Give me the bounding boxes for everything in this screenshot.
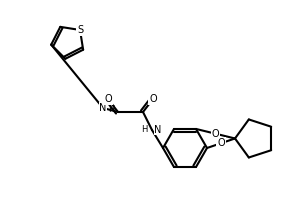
Text: N: N — [99, 103, 107, 113]
Text: H: H — [108, 104, 114, 114]
Text: S: S — [77, 25, 83, 35]
Text: O: O — [212, 129, 219, 139]
Text: N: N — [154, 125, 161, 135]
Text: O: O — [217, 138, 225, 148]
Text: H: H — [142, 126, 148, 134]
Text: O: O — [149, 94, 157, 104]
Text: O: O — [104, 94, 112, 104]
